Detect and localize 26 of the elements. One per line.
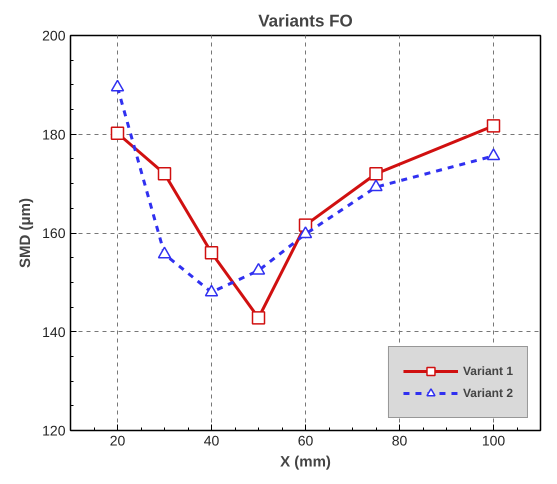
chart-title: Variants FO bbox=[258, 12, 353, 30]
point bbox=[486, 148, 500, 160]
point bbox=[486, 119, 500, 133]
y-axis-title: SMD (μm) bbox=[17, 198, 34, 268]
point bbox=[158, 167, 172, 180]
y-tick-label: 180 bbox=[42, 126, 66, 142]
point bbox=[158, 246, 172, 258]
y-tick-label: 120 bbox=[42, 422, 66, 438]
point bbox=[110, 126, 124, 140]
x-tick-label: 40 bbox=[204, 432, 220, 448]
x-tick-label: 20 bbox=[110, 432, 126, 448]
x-tick-label: 80 bbox=[392, 432, 408, 448]
x-tick-label: 60 bbox=[298, 432, 314, 448]
y-tick-label: 160 bbox=[42, 225, 66, 241]
point bbox=[204, 246, 218, 260]
x-axis-title: X (mm) bbox=[280, 454, 331, 470]
point bbox=[369, 167, 383, 180]
y-tick-label: 200 bbox=[42, 28, 66, 44]
x-tick-label: 100 bbox=[482, 432, 506, 448]
point bbox=[252, 262, 266, 275]
point bbox=[369, 179, 383, 192]
y-tick-label: 140 bbox=[42, 324, 66, 340]
point bbox=[298, 226, 312, 238]
point bbox=[204, 284, 218, 296]
legend-label: Variant 1 bbox=[462, 363, 513, 379]
legend-label: Variant 2 bbox=[462, 385, 513, 401]
